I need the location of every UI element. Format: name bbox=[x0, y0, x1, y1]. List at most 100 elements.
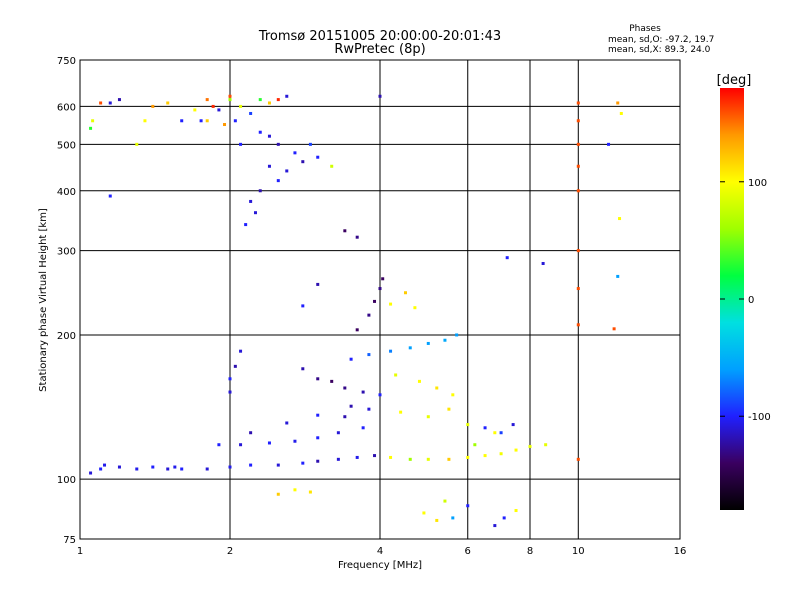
data-point bbox=[408, 346, 412, 350]
data-point bbox=[151, 104, 155, 108]
data-point bbox=[217, 108, 221, 112]
data-point bbox=[285, 421, 289, 425]
data-point bbox=[408, 457, 412, 461]
data-point bbox=[330, 379, 334, 383]
data-point bbox=[499, 452, 503, 456]
data-point bbox=[285, 169, 289, 173]
data-point bbox=[355, 328, 359, 332]
data-point bbox=[276, 463, 280, 467]
data-point bbox=[228, 98, 232, 102]
data-point bbox=[576, 142, 580, 146]
data-point bbox=[389, 349, 393, 353]
data-point bbox=[541, 261, 545, 265]
data-point bbox=[381, 277, 385, 281]
x-tick-label: 8 bbox=[527, 546, 533, 557]
data-point bbox=[249, 111, 253, 115]
data-points bbox=[89, 94, 623, 528]
data-point bbox=[343, 386, 347, 390]
data-point bbox=[505, 256, 509, 260]
data-point bbox=[466, 423, 470, 427]
data-point bbox=[228, 390, 232, 394]
data-point bbox=[378, 287, 382, 291]
data-point bbox=[355, 235, 359, 239]
data-point bbox=[336, 457, 340, 461]
data-point bbox=[373, 454, 377, 458]
data-point bbox=[253, 211, 257, 215]
data-point bbox=[89, 471, 93, 475]
data-point bbox=[233, 119, 237, 123]
data-point bbox=[258, 98, 262, 102]
x-tick-label: 10 bbox=[572, 546, 585, 557]
data-point bbox=[151, 465, 155, 469]
data-point bbox=[455, 333, 459, 337]
y-axis-label: Stationary phase Virtual Height [km] bbox=[38, 208, 49, 392]
data-point bbox=[483, 454, 487, 458]
info-line-x: mean, sd,X: 89.3, 24.0 bbox=[608, 45, 711, 55]
data-point bbox=[143, 119, 147, 123]
data-point bbox=[267, 164, 271, 168]
data-point bbox=[607, 142, 611, 146]
data-point bbox=[389, 302, 393, 306]
x-tick-label: 1 bbox=[77, 546, 83, 557]
data-point bbox=[316, 377, 320, 381]
data-point bbox=[135, 467, 139, 471]
grid-lines bbox=[80, 60, 680, 539]
data-point bbox=[301, 367, 305, 371]
data-point bbox=[576, 249, 580, 253]
data-point bbox=[483, 426, 487, 430]
colorbar-tick-label: 0 bbox=[748, 295, 754, 306]
data-point bbox=[394, 373, 398, 377]
data-point bbox=[239, 142, 243, 146]
x-tick-labels: 1 2 4 6 8 10 16 bbox=[77, 546, 687, 557]
data-point bbox=[308, 142, 312, 146]
data-point bbox=[239, 443, 243, 447]
data-point bbox=[293, 151, 297, 155]
data-point bbox=[103, 463, 107, 467]
data-point bbox=[417, 379, 421, 383]
data-point bbox=[276, 179, 280, 183]
data-point bbox=[205, 98, 209, 102]
data-point bbox=[108, 101, 112, 105]
data-point bbox=[349, 404, 353, 408]
data-point bbox=[514, 509, 518, 513]
x-tick-label: 4 bbox=[377, 546, 383, 557]
data-point bbox=[451, 516, 455, 520]
data-point bbox=[166, 101, 170, 105]
data-point bbox=[544, 443, 548, 447]
data-point bbox=[403, 291, 407, 295]
data-point bbox=[249, 431, 253, 435]
plot-frame bbox=[79, 59, 681, 540]
data-point bbox=[367, 407, 371, 411]
data-point bbox=[316, 282, 320, 286]
data-point bbox=[502, 516, 506, 520]
data-point bbox=[361, 390, 365, 394]
data-point bbox=[378, 94, 382, 98]
colorbar: [deg] 100 0 -100 bbox=[717, 73, 771, 510]
data-point bbox=[99, 101, 103, 105]
data-point bbox=[180, 467, 184, 471]
colorbar-tick-label: 100 bbox=[748, 178, 767, 189]
y-tick-label: 400 bbox=[57, 187, 76, 198]
data-point bbox=[422, 511, 426, 515]
data-point bbox=[466, 455, 470, 459]
data-point bbox=[193, 108, 197, 112]
data-point bbox=[91, 119, 95, 123]
data-point bbox=[426, 341, 430, 345]
data-point bbox=[301, 461, 305, 465]
data-point bbox=[276, 98, 280, 102]
y-tick-label: 300 bbox=[57, 247, 76, 258]
y-tick-label: 200 bbox=[57, 331, 76, 342]
data-point bbox=[267, 101, 271, 105]
data-point bbox=[228, 465, 232, 469]
data-point bbox=[316, 436, 320, 440]
data-point bbox=[239, 349, 243, 353]
data-point bbox=[199, 119, 203, 123]
data-point bbox=[473, 443, 477, 447]
data-point bbox=[435, 386, 439, 390]
data-point bbox=[619, 111, 623, 115]
data-point bbox=[514, 448, 518, 452]
data-point bbox=[618, 217, 622, 221]
data-point bbox=[343, 415, 347, 419]
data-point bbox=[389, 455, 393, 459]
data-point bbox=[258, 189, 262, 193]
